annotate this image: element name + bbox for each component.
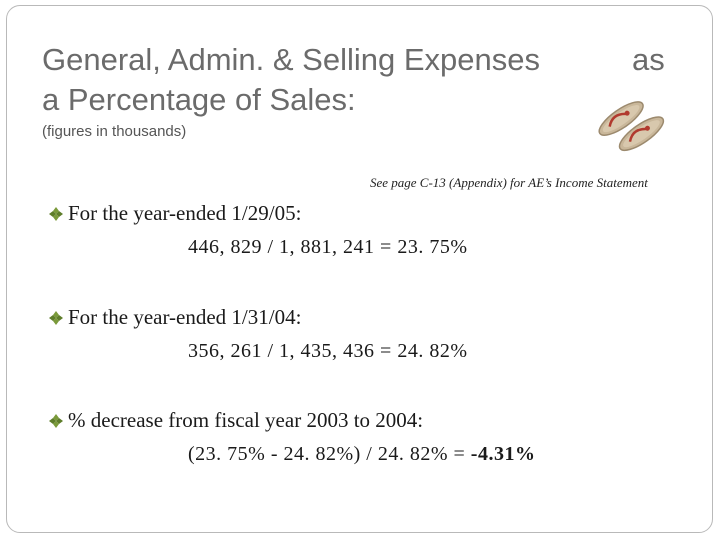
bullet-year-2005: For the year-ended 1/29/05: [48, 201, 301, 226]
calculation-result: -4.31% [470, 443, 536, 465]
calculation-year-2005: 446, 829 / 1, 881, 241 = 23. 75% [188, 236, 468, 258]
calculation-expression: (23. 75% - 24. 82%) / 24. 82% = [188, 443, 471, 465]
slide-frame [6, 5, 713, 533]
appendix-note: See page C-13 (Appendix) for AE’s Income… [370, 175, 648, 190]
bullet-year-2004: For the year-ended 1/31/04: [48, 305, 301, 330]
section-heading: % decrease from fiscal year 2003 to 2004… [68, 408, 424, 432]
flip-flops-icon [598, 101, 665, 152]
title-line-1: General, Admin. & Selling Expenses [42, 42, 540, 77]
section-heading: For the year-ended 1/29/05: [68, 201, 302, 225]
calculation-year-2004: 356, 261 / 1, 435, 436 = 24. 82% [188, 340, 468, 362]
slide-title: General, Admin. & Selling Expenses a Per… [42, 40, 540, 120]
diamond-bullet-icon [49, 413, 63, 428]
bullet-percent-decrease: % decrease from fiscal year 2003 to 2004… [48, 408, 423, 433]
diamond-bullet-icon [49, 206, 63, 221]
subtitle: (figures in thousands) [42, 123, 187, 140]
section-heading: For the year-ended 1/31/04: [68, 305, 302, 329]
title-suffix: as [632, 42, 665, 77]
diamond-bullet-icon [49, 310, 63, 325]
calculation-percent-decrease: (23. 75% - 24. 82%) / 24. 82% = -4.31% [188, 443, 535, 466]
title-line-2: a Percentage of Sales: [42, 82, 356, 117]
